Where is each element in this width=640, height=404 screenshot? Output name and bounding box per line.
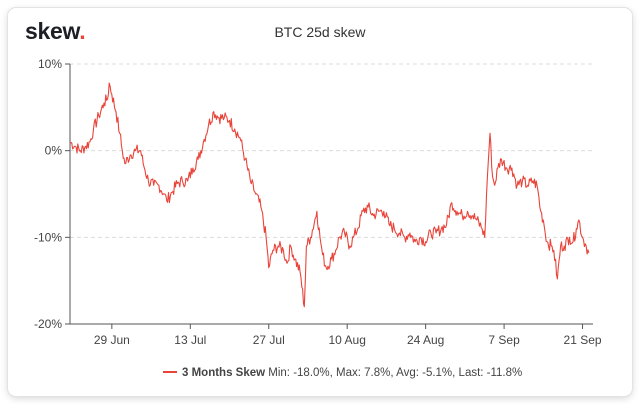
y-tick-label: -10%	[34, 230, 62, 244]
x-tick-label: 21 Sep	[564, 333, 602, 347]
legend[interactable]: 3 Months Skew Min: -18.0%, Max: 7.8%, Av…	[163, 367, 522, 379]
legend-label[interactable]: 3 Months Skew Min: -18.0%, Max: 7.8%, Av…	[182, 367, 522, 379]
y-axis: 10% 0% -10% -20%	[34, 57, 71, 331]
x-tick-label: 27 Jul	[253, 333, 285, 347]
legend-series-stats: Min: -18.0%, Max: 7.8%, Avg: -5.1%, Last…	[268, 367, 522, 379]
y-tick-label: 0%	[45, 144, 63, 158]
chart-card	[8, 8, 632, 396]
series-line-3-months-skew	[69, 82, 590, 308]
logo-dot: .	[79, 18, 86, 44]
x-tick-label: 24 Aug	[407, 333, 444, 347]
legend-series-name: 3 Months Skew	[182, 367, 268, 379]
y-tick-label: -20%	[34, 317, 62, 331]
grid-lines	[70, 63, 593, 325]
chart-title: BTC 25d skew	[274, 24, 366, 40]
x-tick-label: 13 Jul	[174, 333, 206, 347]
skew-logo: skew.	[25, 18, 86, 45]
x-axis: 29 Jun 13 Jul 27 Jul 10 Aug 24 Aug 7 Sep 21 Se…	[94, 324, 602, 347]
x-tick-label: 29 Jun	[94, 333, 130, 347]
x-tick-label: 10 Aug	[329, 333, 366, 347]
series-layer	[69, 82, 590, 308]
x-tick-label: 7 Sep	[488, 333, 520, 347]
y-tick-label: 10%	[38, 57, 62, 71]
logo-text: skew	[25, 18, 80, 44]
